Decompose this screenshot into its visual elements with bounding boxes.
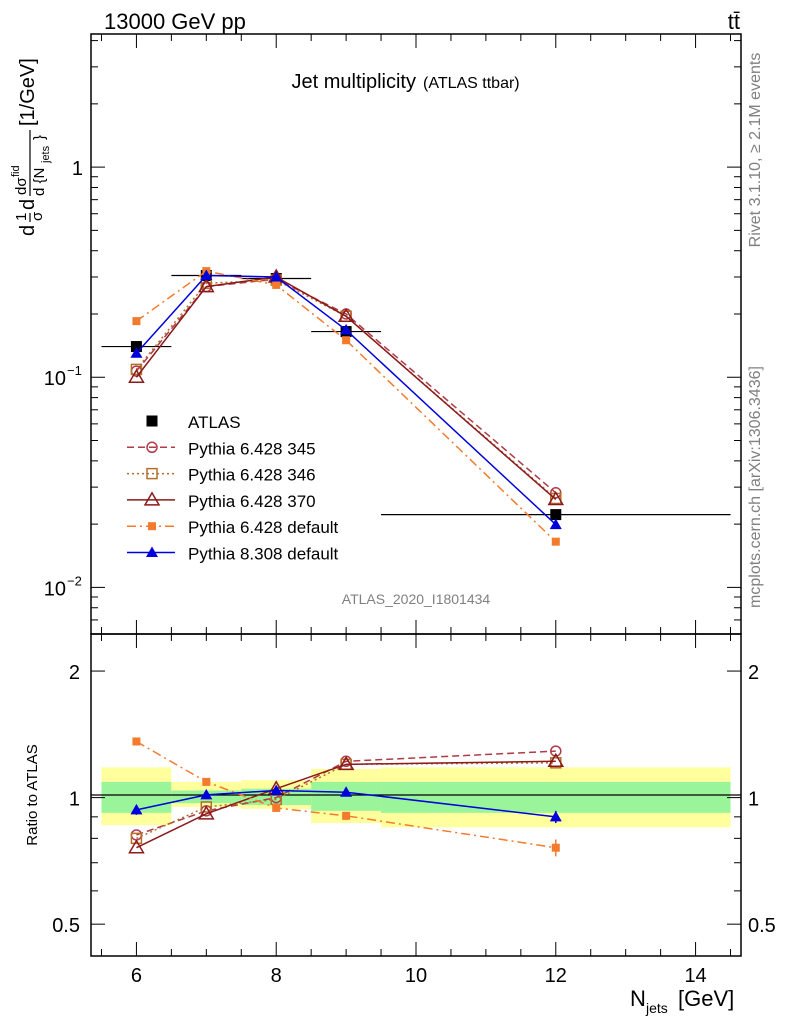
- main-panel-series: [101, 267, 731, 546]
- main-y-axis-label-frac1: 1: [13, 213, 30, 221]
- ratio-point-pythia-6-428-default-6: [132, 737, 141, 746]
- point-pythia-6-428-default-9: [342, 336, 351, 345]
- series-pythia-6-428-345: [130, 273, 562, 499]
- point-pythia-6-428-370-6: [128, 368, 145, 383]
- atlas-point-12: [550, 509, 562, 521]
- main-panel-ticks: 10 −210 −11: [44, 34, 741, 635]
- ratio-point-pythia-8-308-default-9: [340, 786, 353, 797]
- series-pythia-8-308-default: [130, 269, 562, 530]
- point-pythia-8-308-default-6: [130, 347, 143, 358]
- band-stat-4: [381, 781, 731, 813]
- legend-label-4: Pythia 6.428 default: [188, 518, 339, 537]
- point-pythia-6-428-default-8: [272, 280, 281, 289]
- ratio-point-pythia-6-428-370-12: [547, 752, 565, 768]
- ratio-point-pythia-6-428-default-8: [272, 803, 281, 812]
- ratio-series-pythia-8-308-default: [130, 784, 562, 824]
- svg-text:dσ: dσ: [13, 177, 30, 195]
- main-y-axis-label: d 1 σ d dσ fid d {N jets } [1/GeV]: [10, 58, 52, 236]
- ratio-point-pythia-6-428-346-7: [200, 801, 213, 813]
- atlas-point-6: [130, 341, 142, 353]
- ratio-point-pythia-6-428-370-7: [198, 805, 215, 820]
- legend-label-2: Pythia 6.428 346: [188, 466, 316, 485]
- svg-text:jets: jets: [645, 1000, 668, 1016]
- ratio-panel-series: [128, 737, 565, 857]
- ratio-point-pythia-8-308-default-6: [130, 803, 143, 815]
- ratio-point-pythia-6-428-370-9: [337, 755, 355, 771]
- ratio-panel: 0.5 0.51 12 26 8 10 12 14 Ratio to ATLAS N jets…: [24, 633, 776, 1016]
- legend-item-4: Pythia 6.428 default: [127, 518, 339, 537]
- svg-text:−1: −1: [67, 363, 82, 378]
- main-panel: 10 −210 −11 Jet multiplicity (ATLAS ttbar)…: [10, 33, 742, 635]
- point-pythia-8-308-default-12: [549, 518, 562, 530]
- xtick-label-14: 14: [684, 965, 706, 987]
- point-pythia-6-428-370-12: [547, 490, 565, 506]
- point-pythia-6-428-370-9: [337, 307, 355, 323]
- analysis-watermark: ATLAS_2020_I1801434: [342, 591, 491, 607]
- ratio-ytick-right-2: 2: [748, 662, 759, 684]
- ratio-point-pythia-8-308-default-12: [549, 810, 562, 822]
- ytick-label-1: 1: [72, 158, 83, 180]
- ratio-point-pythia-6-428-346-6: [130, 832, 143, 845]
- line-pythia-8-308-default: [135, 274, 557, 526]
- legend-item-0: ATLAS: [146, 413, 241, 432]
- legend-label-1: Pythia 6.428 345: [188, 439, 316, 458]
- point-pythia-6-428-default-12: [551, 537, 560, 546]
- main-y-axis-label-d: d: [17, 225, 39, 236]
- xtick-label-8: 8: [271, 965, 282, 987]
- ratio-ytick-right-0.5: 0.5: [748, 915, 776, 937]
- point-pythia-6-428-370-7: [198, 278, 215, 293]
- ratio-panel-ticks: 0.5 0.51 12 26 8 10 12 14: [52, 634, 776, 987]
- ytick-label-0.1: 10: [44, 368, 66, 390]
- ratio-ytick-left-2: 2: [69, 662, 80, 684]
- svg-text:[1/GeV]: [1/GeV]: [17, 58, 39, 126]
- point-pythia-6-428-346-6: [130, 363, 143, 376]
- ratio-ytick-left-1: 1: [69, 789, 80, 811]
- svg-text:d: d: [17, 199, 39, 210]
- ratio-point-pythia-6-428-370-6: [128, 839, 145, 854]
- xtick-label-6: 6: [131, 965, 142, 987]
- point-pythia-8-308-default-9: [340, 323, 353, 335]
- svg-text:d {N: d {N: [31, 168, 48, 196]
- header-collision-label: 13000 GeV pp: [104, 9, 246, 34]
- svg-text:jets: jets: [40, 145, 52, 164]
- legend-item-3: Pythia 6.428 370: [127, 491, 316, 511]
- ratio-point-pythia-6-428-default-9: [342, 811, 351, 820]
- rivet-version-label: Rivet 3.1.10, ≥ 2.1M events: [747, 53, 764, 248]
- ratio-point-pythia-6-428-default-7: [202, 777, 211, 786]
- svg-text:−2: −2: [67, 573, 82, 588]
- legend-item-5: Pythia 8.308 default: [127, 545, 339, 564]
- point-pythia-6-428-default-6: [132, 317, 141, 326]
- ratio-ytick-left-0.5: 0.5: [52, 915, 80, 937]
- ratio-point-pythia-8-308-default-7: [200, 788, 213, 800]
- ratio-point-pythia-8-308-default-8: [270, 784, 283, 795]
- legend-item-2: Pythia 6.428 346: [127, 466, 316, 485]
- svg-text:[GeV]: [GeV]: [678, 986, 734, 1011]
- legend: ATLAS Pythia 6.428 345 Pythia 6.428 346 Pyt…: [127, 413, 339, 564]
- ratio-ytick-right-1: 1: [748, 789, 759, 811]
- chart-title: Jet multiplicity: [292, 71, 416, 93]
- ratio-series-pythia-6-428-default: [132, 737, 560, 857]
- svg-text:N: N: [630, 986, 646, 1011]
- ytick-label-0.01: 10: [44, 578, 66, 600]
- mcplots-reference-label: mcplots.cern.ch [arXiv:1306.3436]: [747, 366, 764, 608]
- svg-text:}: }: [31, 135, 48, 140]
- xtick-label-10: 10: [405, 965, 427, 987]
- point-pythia-8-308-default-8: [270, 270, 283, 282]
- legend-item-1: Pythia 6.428 345: [127, 439, 316, 458]
- legend-label-5: Pythia 8.308 default: [188, 545, 339, 564]
- ratio-point-pythia-6-428-345-12: [550, 745, 562, 757]
- point-pythia-8-308-default-7: [200, 269, 213, 280]
- xtick-label-12: 12: [545, 965, 567, 987]
- header-process-label: tt̄: [728, 9, 740, 34]
- legend-label-3: Pythia 6.428 370: [188, 492, 316, 511]
- svg-text:fid: fid: [10, 165, 22, 177]
- chart-subtitle: (ATLAS ttbar): [423, 75, 520, 92]
- x-axis-label: N jets [GeV]: [630, 986, 734, 1016]
- ratio-line-pythia-6-428-345: [136, 750, 556, 836]
- ratio-y-axis-label: Ratio to ATLAS: [24, 744, 41, 845]
- ratio-point-pythia-6-428-default-12: [551, 843, 560, 852]
- svg-text:σ: σ: [29, 211, 46, 221]
- legend-label-0: ATLAS: [188, 413, 241, 432]
